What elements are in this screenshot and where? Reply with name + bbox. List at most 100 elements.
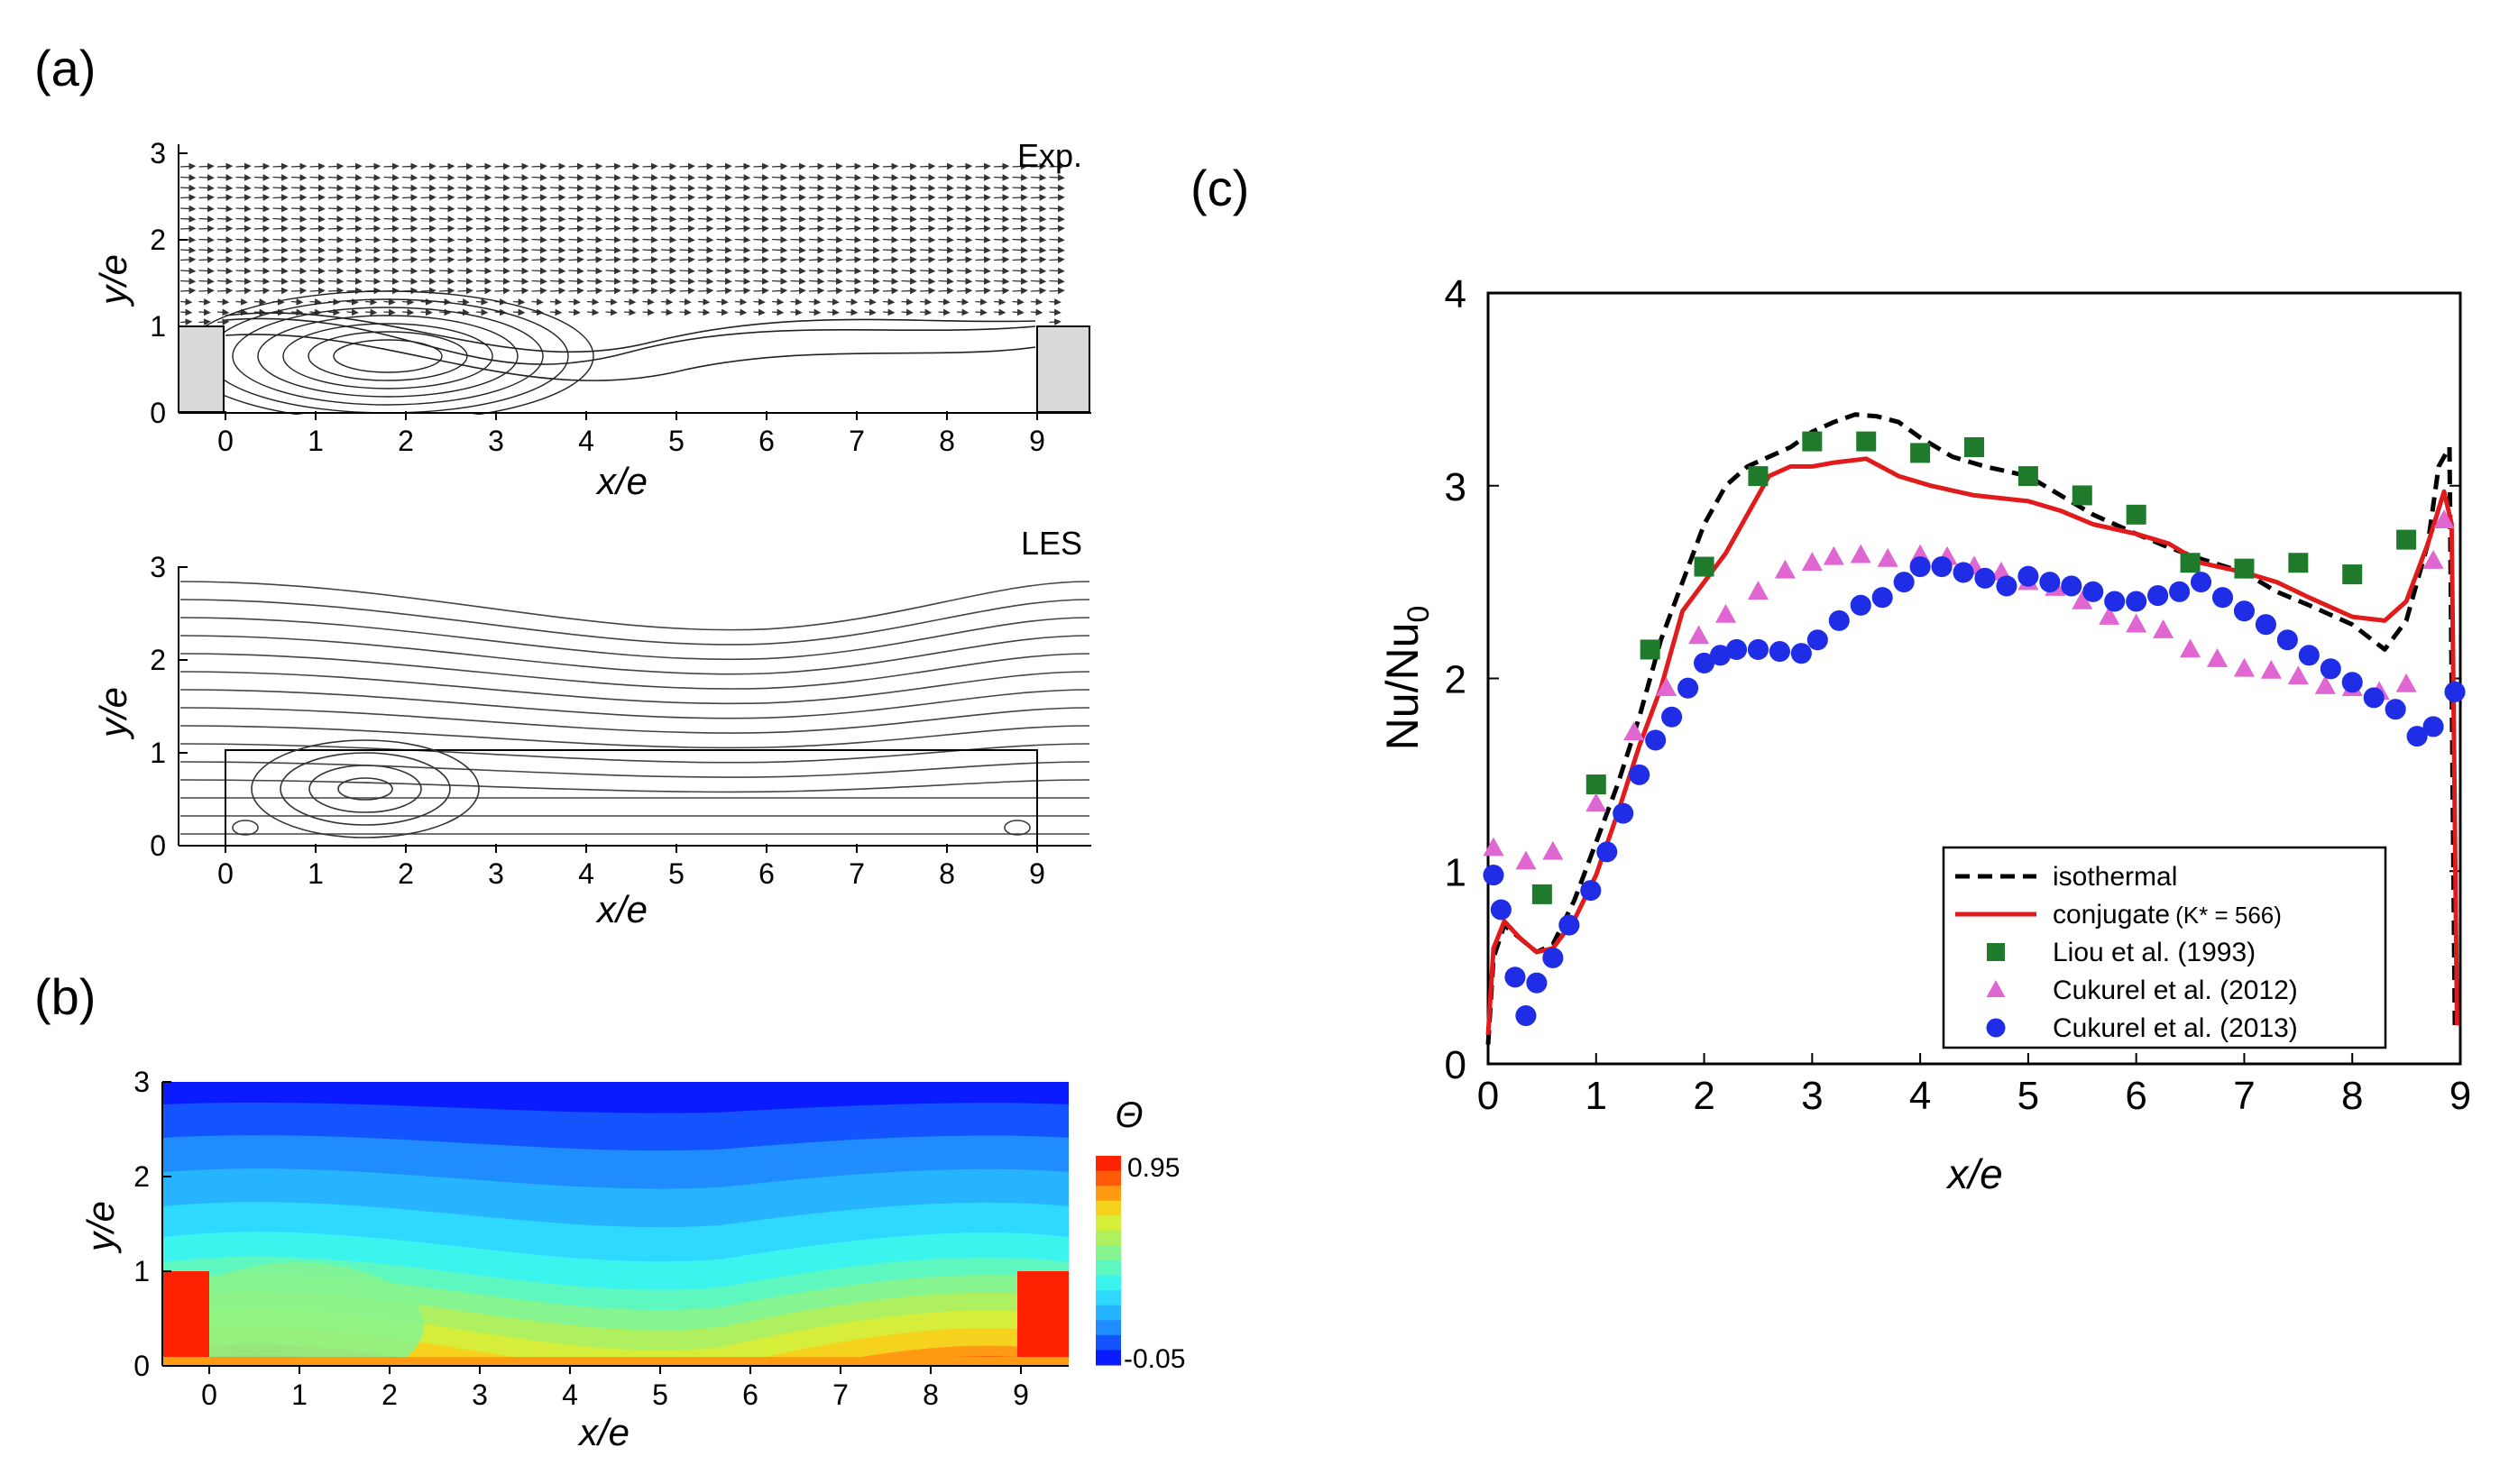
velocity-vector <box>216 318 230 326</box>
velocity-vector <box>938 194 954 201</box>
velocity-vector <box>938 298 951 306</box>
velocity-vector <box>179 224 197 233</box>
velocity-vector <box>586 298 600 306</box>
velocity-vector <box>198 287 215 295</box>
velocity-vector <box>679 256 695 263</box>
velocity-vector <box>512 236 529 243</box>
streamline <box>179 689 1090 719</box>
data-point <box>2126 504 2146 525</box>
velocity-vector <box>827 215 843 223</box>
velocity-vector <box>1030 308 1043 316</box>
streamline <box>179 617 1090 661</box>
data-point <box>2422 550 2444 569</box>
legend-swatch <box>1986 980 2006 997</box>
data-point <box>1931 555 1953 578</box>
velocity-vector <box>475 256 492 263</box>
panel-a-label: (a) <box>34 40 96 96</box>
data-point <box>1531 884 1552 904</box>
x-tick-label: 1 <box>308 425 324 457</box>
velocity-vector <box>179 162 197 170</box>
velocity-vector <box>346 298 359 306</box>
data-point <box>2153 618 2174 638</box>
legend-label: conjugate (K* = 566) <box>2053 900 2282 930</box>
velocity-vector <box>938 308 951 316</box>
velocity-vector <box>660 256 677 263</box>
velocity-vector <box>327 246 345 254</box>
velocity-vector <box>253 224 271 233</box>
velocity-vector <box>401 224 418 233</box>
corner-vortex <box>232 820 259 836</box>
velocity-vector <box>549 236 566 243</box>
velocity-vector <box>605 236 621 243</box>
velocity-vector <box>919 256 936 263</box>
velocity-vector <box>568 236 584 243</box>
velocity-vector <box>790 224 806 233</box>
data-point <box>2233 657 2255 677</box>
velocity-vector <box>290 267 308 275</box>
velocity-vector <box>475 205 492 213</box>
data-point <box>1823 545 1844 565</box>
data-point <box>2211 587 2234 609</box>
velocity-vector <box>512 246 529 254</box>
x-tick-label: 9 <box>2449 1074 2471 1118</box>
data-point <box>1661 706 1683 728</box>
velocity-vector <box>901 246 917 254</box>
velocity-vector <box>827 308 840 316</box>
velocity-vector <box>420 162 437 170</box>
velocity-vector <box>401 162 418 170</box>
left-rib <box>178 325 225 413</box>
velocity-vector <box>734 215 751 223</box>
velocity-vector <box>975 287 991 295</box>
velocity-vector <box>235 205 252 213</box>
velocity-vector <box>383 246 400 254</box>
velocity-vector <box>198 246 215 254</box>
velocity-vector <box>586 267 603 275</box>
velocity-vector <box>753 256 769 263</box>
y-tick-label: 0 <box>133 1350 150 1382</box>
velocity-vector <box>790 308 803 316</box>
legend-label: isothermal <box>2053 862 2177 892</box>
velocity-vector <box>549 256 566 263</box>
velocity-vector <box>642 162 658 170</box>
velocity-vector <box>179 246 197 254</box>
velocity-vector <box>198 318 211 326</box>
data-point <box>2395 673 2417 692</box>
velocity-vector <box>216 256 234 263</box>
velocity-vector <box>771 174 788 181</box>
velocity-vector <box>1012 162 1028 170</box>
velocity-vector <box>993 236 1010 243</box>
data-point <box>2206 648 2229 667</box>
velocity-vector <box>790 236 806 243</box>
velocity-vector <box>642 194 658 201</box>
velocity-vector <box>290 236 308 243</box>
right-rib <box>1036 325 1090 413</box>
velocity-vector <box>623 224 640 233</box>
colorbar-min: -0.05 <box>1124 1344 1185 1374</box>
velocity-vector <box>549 287 566 295</box>
data-point <box>2422 716 2444 737</box>
velocity-vector <box>494 267 510 275</box>
data-point <box>2320 658 2341 680</box>
velocity-vector <box>753 278 769 285</box>
velocity-vector <box>993 278 1010 285</box>
velocity-vector <box>216 162 234 170</box>
velocity-vector <box>1049 318 1062 326</box>
recirculation-loop <box>232 307 544 406</box>
velocity-vector <box>827 162 843 170</box>
velocity-vector <box>993 224 1010 233</box>
velocity-vector <box>401 246 418 254</box>
velocity-vector <box>827 236 843 243</box>
velocity-vector <box>568 246 584 254</box>
velocity-vector <box>808 224 825 233</box>
shear-layer-line <box>225 312 1036 353</box>
velocity-vector <box>956 224 973 233</box>
data-point <box>2314 674 2336 694</box>
velocity-vector <box>179 278 197 285</box>
data-point <box>1893 572 1915 593</box>
velocity-vector <box>1049 308 1062 316</box>
velocity-vector <box>808 308 822 316</box>
velocity-vector <box>938 162 954 170</box>
velocity-vector <box>1012 267 1028 275</box>
velocity-vector <box>882 278 899 285</box>
y-axis-label: Nu/Nu0 <box>1377 606 1436 751</box>
